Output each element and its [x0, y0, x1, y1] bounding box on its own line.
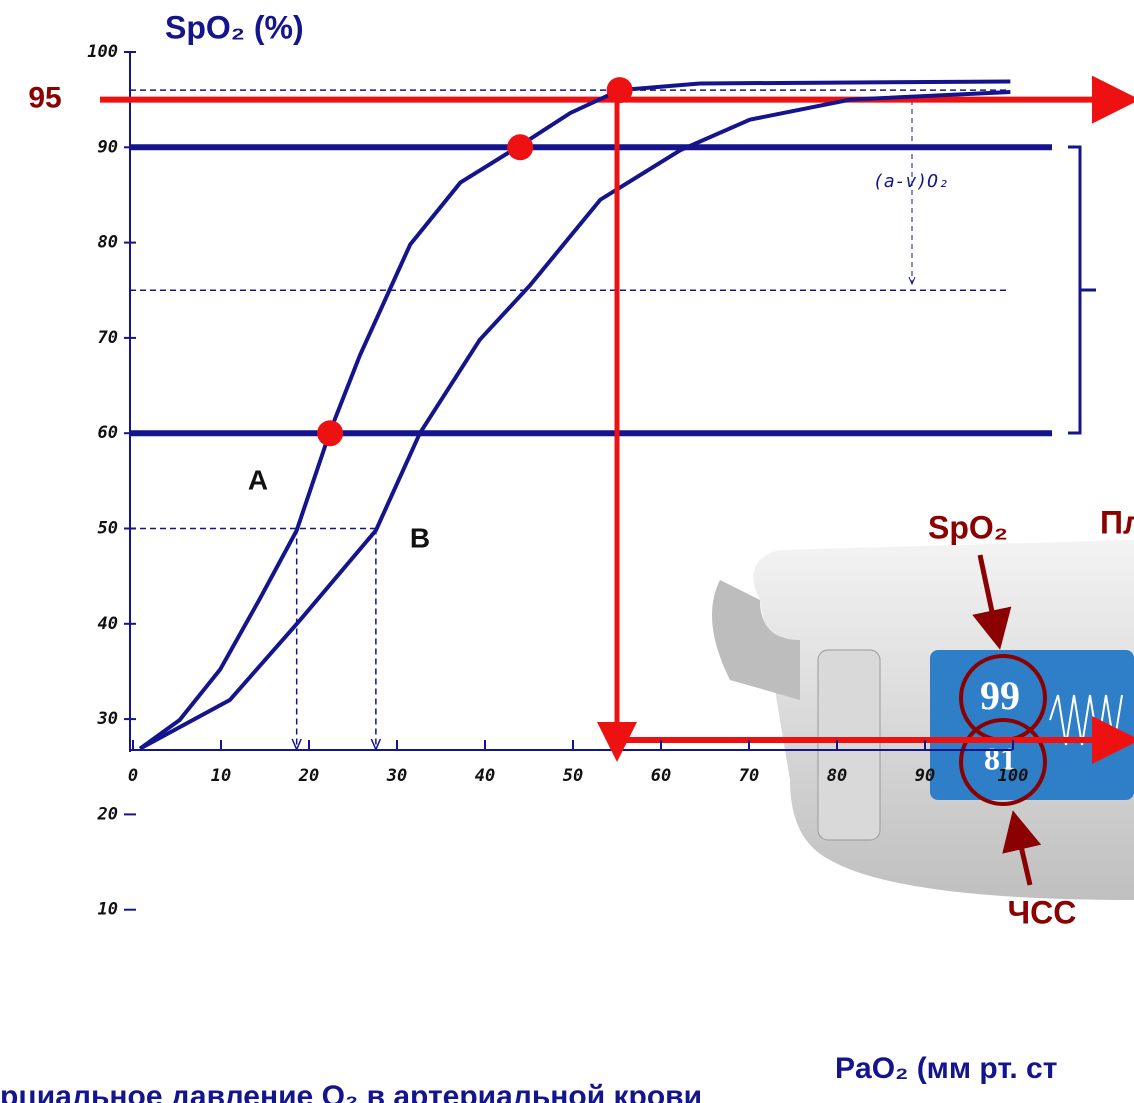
x-tick-label: 100 — [998, 766, 1029, 786]
x-tick-label: 70 — [739, 766, 759, 786]
marker — [607, 77, 633, 103]
y-tick-label: 30 — [97, 709, 118, 729]
x-tick-label: 90 — [915, 766, 935, 786]
bracket — [1068, 147, 1096, 433]
y-tick-label: 40 — [98, 614, 118, 634]
y-tick-label: 100 — [87, 42, 118, 62]
reference-label: 95 — [28, 82, 61, 115]
y-tick-label: 80 — [98, 233, 118, 253]
device-spo2: 99 — [980, 673, 1020, 718]
footer: рциальное давление O₂ в артериальной кро… — [0, 1080, 702, 1103]
x-tick-label: 40 — [475, 766, 495, 786]
pleth-label: Пл — [1100, 504, 1134, 540]
device-photo — [712, 540, 1134, 900]
y-tick-label: 20 — [97, 804, 118, 824]
chart: 99 81 SpO₂ Пл ЧСС SpO₂ (%) PaO₂ (мм рт. … — [0, 0, 1134, 1103]
x-tick-label: 0 — [128, 766, 138, 786]
x-tick-label: 50 — [563, 766, 583, 786]
x-tick-label: 60 — [651, 766, 671, 786]
x-tick-label: 10 — [211, 766, 231, 786]
x-tick-label: 20 — [298, 766, 319, 786]
x-tick-label: 80 — [827, 766, 847, 786]
x-tick-label: 30 — [386, 766, 407, 786]
chart-title: SpO₂ (%) — [165, 9, 304, 45]
y-tick-label: 90 — [98, 137, 118, 157]
x-axis-label: PaO₂ (мм рт. ст — [835, 1052, 1057, 1085]
marker — [507, 134, 533, 160]
spo2-label: SpO₂ — [928, 509, 1008, 545]
y-tick-label: 50 — [98, 519, 118, 539]
y-tick-label: 70 — [98, 328, 118, 348]
av-label: (a-v)O₂ — [873, 171, 949, 192]
marker — [317, 420, 343, 446]
hr-label: ЧСС — [1008, 894, 1077, 930]
curve-label: B — [410, 522, 430, 553]
curve-label: A — [248, 464, 268, 495]
y-tick-label: 10 — [98, 900, 118, 920]
y-tick-label: 60 — [98, 423, 118, 443]
